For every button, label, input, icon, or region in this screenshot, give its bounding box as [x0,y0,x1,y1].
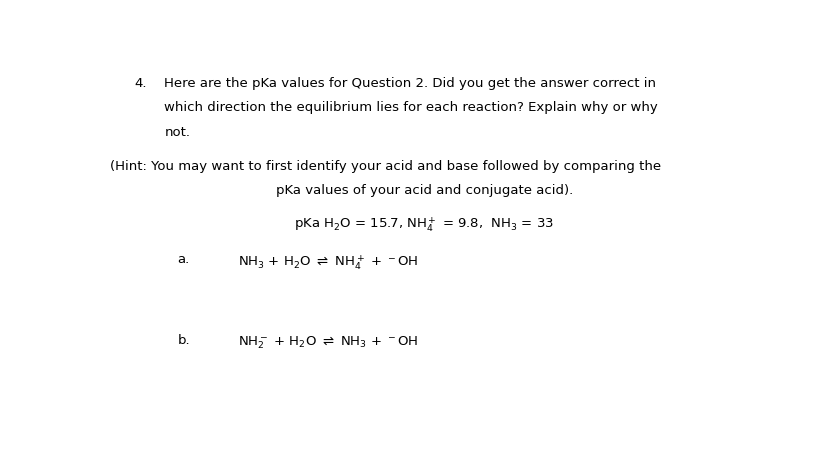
Text: a.: a. [177,253,189,266]
Text: which direction the equilibrium lies for each reaction? Explain why or why: which direction the equilibrium lies for… [165,101,657,114]
Text: b.: b. [177,334,189,347]
Text: pKa H$_2$O = 15.7, NH$_4^+$ = 9.8,  NH$_3$ = 33: pKa H$_2$O = 15.7, NH$_4^+$ = 9.8, NH$_3… [294,216,553,235]
Text: (Hint: You may want to first identify your acid and base followed by comparing t: (Hint: You may want to first identify yo… [110,160,660,173]
Text: pKa values of your acid and conjugate acid).: pKa values of your acid and conjugate ac… [275,184,572,197]
Text: not.: not. [165,126,190,139]
Text: NH$_3$ + H$_2$O $\rightleftharpoons$ NH$_4^+$ + $^-$OH: NH$_3$ + H$_2$O $\rightleftharpoons$ NH$… [238,253,418,272]
Text: NH$_2^-$ + H$_2$O $\rightleftharpoons$ NH$_3$ + $^-$OH: NH$_2^-$ + H$_2$O $\rightleftharpoons$ N… [238,334,418,351]
Text: 4.: 4. [134,77,146,90]
Text: Here are the pKa values for Question 2. Did you get the answer correct in: Here are the pKa values for Question 2. … [165,77,656,90]
